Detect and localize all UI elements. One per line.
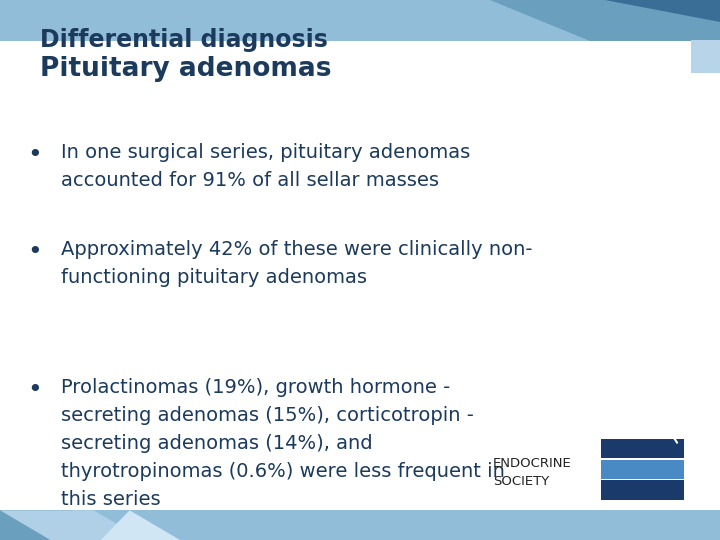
Text: Differential diagnosis: Differential diagnosis — [40, 29, 328, 52]
Polygon shape — [101, 510, 180, 540]
Text: •: • — [27, 378, 42, 402]
Polygon shape — [0, 510, 144, 540]
Text: Pituitary adenomas: Pituitary adenomas — [40, 56, 331, 82]
Polygon shape — [490, 0, 720, 40]
Bar — [691, 40, 720, 73]
Text: •: • — [27, 240, 42, 264]
Text: ENDOCRINE
SOCIETY: ENDOCRINE SOCIETY — [493, 457, 572, 488]
Bar — [0, 510, 720, 540]
Text: accounted for 91% of all sellar masses: accounted for 91% of all sellar masses — [61, 171, 439, 190]
Text: functioning pituitary adenomas: functioning pituitary adenomas — [61, 268, 367, 287]
Bar — [601, 439, 684, 458]
Text: secreting adenomas (14%), and: secreting adenomas (14%), and — [61, 434, 373, 453]
Bar — [601, 460, 684, 479]
Text: secreting adenomas (15%), corticotropin -: secreting adenomas (15%), corticotropin … — [61, 406, 474, 425]
Text: Approximately 42% of these were clinically non-: Approximately 42% of these were clinical… — [61, 240, 533, 259]
Text: In one surgical series, pituitary adenomas: In one surgical series, pituitary adenom… — [61, 143, 470, 162]
Polygon shape — [0, 510, 72, 540]
Text: this series: this series — [61, 490, 161, 509]
Text: thyrotropinomas (0.6%) were less frequent in: thyrotropinomas (0.6%) were less frequen… — [61, 462, 505, 481]
Bar — [0, 0, 720, 40]
Text: Prolactinomas (19%), growth hormone -: Prolactinomas (19%), growth hormone - — [61, 378, 451, 397]
Bar — [601, 481, 684, 500]
Text: •: • — [27, 143, 42, 167]
Polygon shape — [605, 0, 720, 22]
